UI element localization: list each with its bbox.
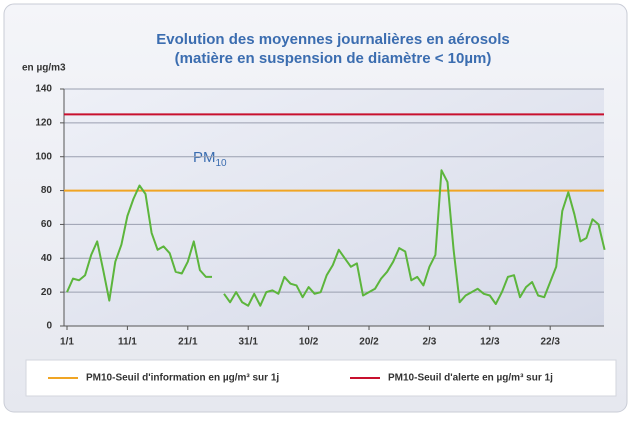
x-tick-label: 12/3 bbox=[480, 337, 500, 348]
y-tick-label: 0 bbox=[46, 321, 52, 332]
chart-title: Evolution des moyennes journalières en a… bbox=[156, 31, 509, 48]
x-tick-label: 20/2 bbox=[359, 337, 379, 348]
y-tick-label: 60 bbox=[41, 219, 53, 230]
y-axis-label: en µg/m3 bbox=[22, 63, 66, 74]
y-tick-label: 20 bbox=[41, 287, 53, 298]
annotation-subscript: 10 bbox=[216, 158, 228, 169]
y-tick-label: 140 bbox=[35, 84, 52, 95]
x-tick-label: 2/3 bbox=[422, 337, 436, 348]
legend-label: PM10-Seuil d'alerte en µg/m³ sur 1j bbox=[388, 373, 553, 384]
x-tick-label: 11/1 bbox=[118, 337, 137, 348]
y-tick-label: 100 bbox=[35, 151, 52, 162]
plot-area bbox=[64, 89, 604, 326]
x-tick-label: 10/2 bbox=[299, 337, 319, 348]
y-tick-label: 40 bbox=[41, 253, 53, 264]
legend-label: PM10-Seuil d'information en µg/m³ sur 1j bbox=[86, 373, 279, 384]
annotation-text: PM bbox=[193, 149, 216, 166]
x-tick-label: 31/1 bbox=[238, 337, 258, 348]
y-tick-label: 120 bbox=[35, 117, 52, 128]
x-tick-label: 21/1 bbox=[178, 337, 198, 348]
annotation: PM10 bbox=[193, 149, 227, 169]
y-tick-label: 80 bbox=[41, 185, 53, 196]
chart-subtitle: (matière en suspension de diamètre < 10µ… bbox=[175, 50, 492, 67]
x-tick-label: 22/3 bbox=[540, 337, 560, 348]
x-tick-label: 1/1 bbox=[60, 337, 74, 348]
data-line bbox=[66, 169, 606, 307]
legend bbox=[25, 359, 617, 397]
